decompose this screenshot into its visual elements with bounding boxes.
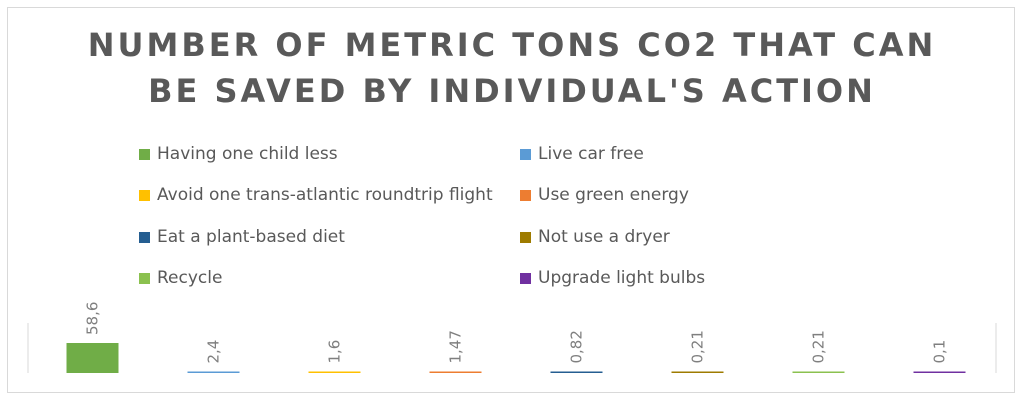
data-labels-group: 58,6 2,4 1,6 1,47 0,82 0,21 0,21 0,1 bbox=[84, 302, 949, 364]
data-label-2: 1,6 bbox=[326, 340, 344, 364]
chart-title: NUMBER OF METRIC TONS CO2 THAT CAN BE SA… bbox=[0, 22, 1024, 114]
data-label-1: 2,4 bbox=[205, 340, 223, 364]
legend-item-recycle: Recycle bbox=[139, 266, 222, 290]
chart-frame bbox=[7, 7, 1015, 393]
legend-swatch bbox=[139, 231, 150, 243]
legend-label: Having one child less bbox=[157, 144, 338, 164]
legend-item-live-car-free: Live car free bbox=[520, 142, 644, 166]
legend-swatch bbox=[139, 272, 150, 284]
legend-label: Recycle bbox=[157, 268, 223, 288]
legend-label: Avoid one trans-atlantic roundtrip fligh… bbox=[157, 185, 493, 205]
bar-7 bbox=[913, 371, 966, 373]
bars-group bbox=[66, 343, 966, 373]
bar-4 bbox=[550, 371, 603, 373]
legend-item-upgrade-light-bulbs: Upgrade light bulbs bbox=[520, 266, 705, 290]
legend-label: Live car free bbox=[538, 144, 644, 164]
legend-swatch bbox=[520, 189, 531, 201]
data-label-6: 0,21 bbox=[810, 330, 828, 363]
legend-item-use-green-energy: Use green energy bbox=[520, 183, 689, 207]
bar-3 bbox=[429, 371, 482, 373]
legend-label: Not use a dryer bbox=[538, 227, 670, 247]
chart-title-line-1: NUMBER OF METRIC TONS CO2 THAT CAN bbox=[87, 26, 937, 64]
legend-label: Upgrade light bulbs bbox=[538, 268, 706, 288]
legend-swatch bbox=[139, 148, 150, 160]
data-label-5: 0,21 bbox=[689, 330, 707, 363]
data-label-0: 58,6 bbox=[84, 302, 102, 335]
legend-label: Use green energy bbox=[538, 185, 689, 205]
data-label-4: 0,82 bbox=[568, 330, 586, 363]
legend-item-having-one-child-less: Having one child less bbox=[139, 142, 338, 166]
data-label-7: 0,1 bbox=[931, 340, 949, 364]
legend-swatch bbox=[520, 272, 531, 284]
legend-item-avoid-flight: Avoid one trans-atlantic roundtrip fligh… bbox=[139, 183, 493, 207]
bar-5 bbox=[671, 371, 724, 373]
bar-0 bbox=[66, 343, 119, 373]
legend-swatch bbox=[520, 231, 531, 243]
bar-1 bbox=[187, 371, 240, 373]
legend-item-plant-based-diet: Eat a plant-based diet bbox=[139, 225, 345, 249]
data-label-3: 1,47 bbox=[447, 330, 465, 363]
legend-item-not-use-dryer: Not use a dryer bbox=[520, 225, 670, 249]
legend-swatch bbox=[520, 148, 531, 160]
legend-label: Eat a plant-based diet bbox=[157, 227, 345, 247]
chart-title-line-2: BE SAVED BY INDIVIDUAL'S ACTION bbox=[148, 72, 876, 110]
bar-6 bbox=[792, 371, 845, 373]
bar-2 bbox=[308, 371, 361, 373]
legend-swatch bbox=[139, 189, 150, 201]
